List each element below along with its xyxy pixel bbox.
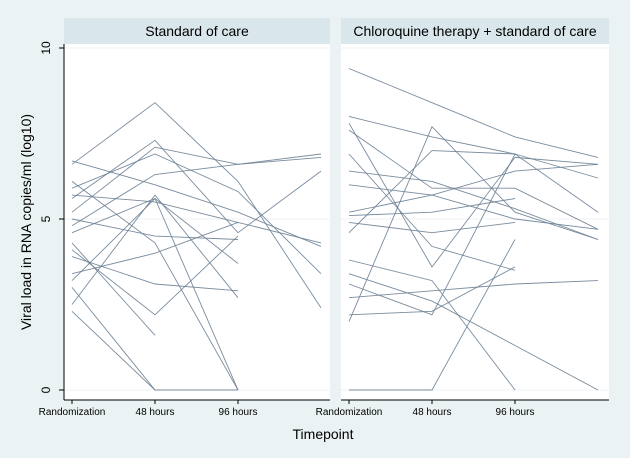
subject-trajectory-line (71, 242, 156, 336)
x-tick-label: 48 hours (136, 407, 175, 418)
y-tick-label: 5 (39, 215, 53, 222)
plot-area (341, 44, 609, 400)
subject-trajectory-line (348, 163, 599, 213)
subject-trajectory-line (348, 198, 516, 217)
subject-trajectory-line (348, 153, 599, 316)
x-axis-title: Timepoint (293, 426, 354, 442)
subject-trajectory-line (349, 239, 516, 391)
y-tick-label: 10 (39, 41, 53, 55)
x-tick-label: 96 hours (496, 407, 535, 418)
subject-trajectory-line (71, 221, 239, 275)
x-tick-label: 48 hours (413, 407, 452, 418)
y-tick-label: 0 (39, 386, 53, 393)
x-tick-label: Randomization (316, 407, 383, 418)
subject-trajectory-line (348, 259, 516, 391)
subject-trajectory-line (348, 221, 516, 234)
subject-trajectory-line (71, 139, 322, 234)
subject-trajectory-line (71, 181, 239, 391)
plot-area (64, 44, 330, 400)
subject-trajectory-line (348, 68, 599, 158)
subject-trajectory-line (71, 218, 239, 240)
panel-header-strip (64, 18, 330, 44)
subject-trajectory-line (71, 194, 239, 305)
subject-trajectory-line (348, 150, 516, 234)
subject-trajectory-line (71, 153, 322, 275)
subject-trajectory-line (348, 125, 599, 322)
subject-trajectory-line (71, 287, 156, 391)
subject-trajectory-line (348, 184, 599, 230)
subject-trajectory-line (348, 153, 516, 271)
subject-trajectory-line (71, 156, 322, 227)
subject-trajectory-line (71, 102, 322, 309)
subject-trajectory-line (71, 256, 239, 292)
panel-header-strip (341, 18, 609, 44)
x-tick-label: Randomization (39, 407, 106, 418)
subject-trajectory-line (348, 280, 599, 299)
subject-trajectory-line (348, 115, 599, 179)
panel-title: Chloroquine therapy + standard of care (353, 23, 596, 39)
x-tick-label: 96 hours (219, 407, 258, 418)
panel-title: Standard of care (145, 23, 249, 39)
subject-trajectory-line (348, 266, 516, 316)
subject-trajectory-line (71, 160, 322, 247)
subject-trajectory-line (71, 235, 239, 316)
y-axis-title: Viral load in RNA copies/ml (log10) (18, 114, 34, 330)
subject-trajectory-line (71, 146, 322, 213)
subject-trajectory-line (348, 122, 599, 268)
subject-trajectory-line (71, 197, 239, 391)
subject-trajectory-line (348, 273, 599, 391)
subject-trajectory-line (348, 129, 599, 230)
